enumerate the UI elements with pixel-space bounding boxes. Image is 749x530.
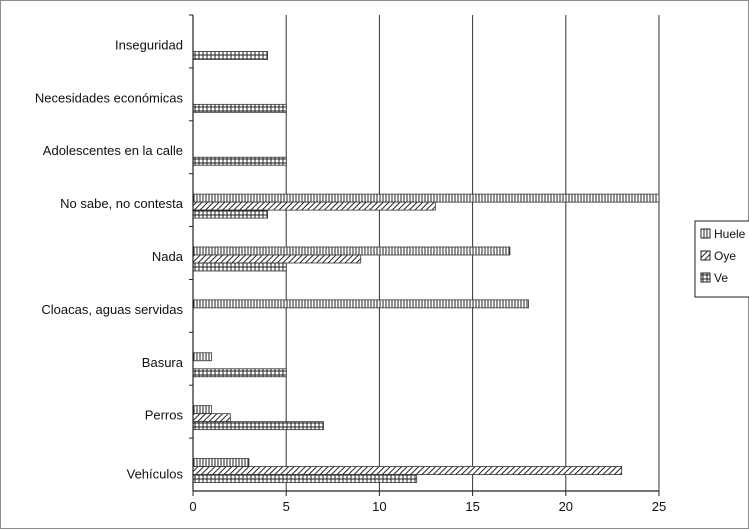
x-tick-label-0: 0 [189,499,196,514]
bar-oye-7 [192,413,231,423]
category-label: Inseguridad [115,37,183,52]
bar-ve-2 [192,156,287,166]
bar-huele-8 [192,458,250,467]
bar-ve-3 [192,209,268,219]
x-tick-label-15: 15 [465,499,479,514]
bar-ve-0 [192,51,268,60]
x-tick-label-25: 25 [652,499,666,514]
bar-huele-6 [192,352,213,362]
bar-ve-1 [192,103,287,113]
bar-ve-7 [192,421,324,431]
bar-huele-4 [192,246,511,256]
category-label: Basura [142,355,184,370]
legend-label-ve: Ve [714,271,728,285]
legend: Huele Oye Ve [694,220,749,298]
legend-label-huele: Huele [714,227,746,241]
x-tick-label-10: 10 [372,499,386,514]
labels-layer: Inseguridad Necesidades económicas Adolesc… [35,37,666,514]
bar-ve-4 [192,262,287,272]
axis-layer [189,14,660,496]
bar-ve-6 [192,368,287,378]
bar-oye-3 [192,201,436,211]
legend-label-oye: Oye [714,249,736,263]
category-label: Adolescentes en la calle [43,143,183,158]
category-label: Perros [145,408,184,423]
bar-oye-4 [192,254,362,264]
category-label: No sabe, no contesta [60,196,184,211]
category-label: Vehículos [127,467,184,482]
bar-huele-3 [192,193,660,203]
category-label: Cloacas, aguas servidas [41,302,183,317]
bar-ve-8 [192,474,418,483]
bars-layer [192,51,660,483]
x-tick-label-5: 5 [283,499,290,514]
legend-swatch-ve [700,272,711,283]
legend-swatch-oye [700,250,711,261]
category-label: Necesidades económicas [35,90,184,105]
bar-huele-5 [192,299,529,309]
bar-oye-8 [192,466,623,475]
x-tick-label-20: 20 [559,499,573,514]
category-label: Nada [152,249,184,264]
bar-huele-7 [192,405,213,415]
legend-swatch-huele [700,228,711,239]
